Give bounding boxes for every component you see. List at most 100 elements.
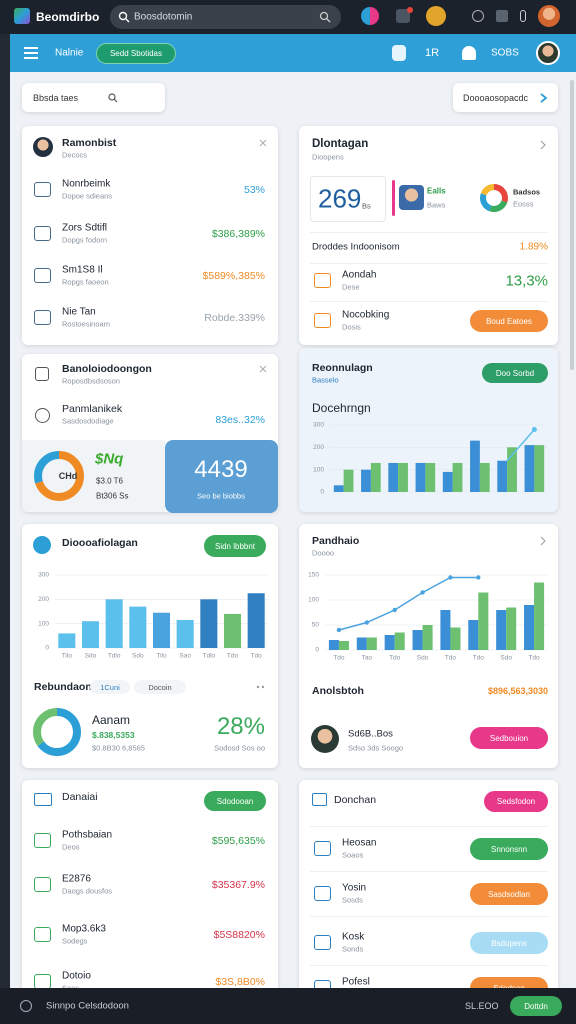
row-button[interactable]: Bsdopens [470, 932, 548, 954]
perf-avatar [311, 725, 339, 753]
bar [366, 637, 377, 650]
chevron[interactable] [540, 536, 546, 546]
row-title: Nie Tan [62, 306, 96, 318]
filter-search-icon [108, 93, 118, 103]
donut-sub: Eosss [513, 199, 534, 209]
coin-icon[interactable] [426, 6, 446, 26]
total-value: $896,563,3030 [487, 686, 548, 696]
filter-box[interactable] [22, 83, 165, 112]
app-icon[interactable] [361, 7, 379, 25]
scrollbar[interactable] [570, 80, 574, 370]
chevron[interactable] [540, 140, 546, 150]
bar [152, 612, 171, 648]
nav-user: SOBS [491, 47, 519, 59]
bar [534, 445, 545, 492]
activity-percent: 28% [216, 713, 265, 740]
search-icon [118, 11, 130, 23]
row-button[interactable]: Sasdsodlan [470, 883, 548, 905]
user-icon[interactable] [462, 46, 476, 60]
balance-donut [34, 451, 84, 501]
donut-segment [34, 451, 84, 501]
action-button[interactable] [453, 83, 558, 112]
bar [58, 633, 76, 648]
x-tick-label: Tdlo [203, 653, 216, 660]
bar [105, 599, 123, 648]
x-tick-label: Tdlo [108, 653, 121, 660]
x-tick-label: Sdo [500, 655, 512, 662]
row-icon [34, 974, 51, 989]
action-text: Doooaosopacdc [463, 93, 529, 103]
lock-icon[interactable] [392, 45, 406, 61]
perf-button[interactable]: Sedbouion [470, 727, 548, 749]
notify-icon[interactable] [396, 9, 410, 23]
overview-title: Ramonbist [62, 137, 117, 149]
nav-pill[interactable]: Sedd Sbotidas [96, 43, 176, 64]
row-sub: Dopgs fodorn [62, 235, 108, 245]
row-title: Sm1S8 Il [62, 264, 103, 276]
nav-avatar[interactable] [536, 41, 560, 65]
apps-icon[interactable] [496, 10, 508, 22]
donut-segment [33, 708, 81, 756]
logo [14, 8, 30, 24]
activity-button[interactable]: Sidn lbbbnt [204, 535, 266, 557]
bar [534, 582, 545, 650]
metric-title: Droddes Indoonisom [312, 241, 400, 253]
profile-avatar[interactable] [538, 5, 560, 27]
row-button[interactable]: Boud Eatoes [470, 310, 548, 332]
bar [450, 627, 461, 650]
row-icon [34, 877, 51, 892]
x-tick-label: Tdo [333, 655, 345, 662]
summary-card [299, 126, 558, 345]
trend-title: Reonnulagn [312, 362, 373, 374]
nav-title: Nalnie [55, 47, 84, 59]
bar [247, 593, 265, 648]
divider [310, 871, 548, 872]
y-tick-label: 0 [315, 647, 319, 654]
menu-icon[interactable] [24, 47, 38, 59]
footer-bar [0, 988, 576, 1024]
footer-amount: SL.EOO [465, 1001, 499, 1011]
more-icon[interactable] [256, 685, 266, 689]
balance-tile[interactable] [165, 440, 278, 513]
actions-title: Donchan [334, 794, 377, 806]
trend-button[interactable]: Doo Sorbd [482, 363, 548, 383]
x-tick-label: Tdo [227, 653, 239, 660]
bar [200, 599, 218, 648]
row-icon [34, 310, 51, 325]
row-button[interactable]: Snnonsnn [470, 838, 548, 860]
bar [223, 613, 242, 648]
search-box[interactable] [110, 5, 341, 29]
actions-button[interactable]: Sedsfodon [484, 791, 548, 812]
y-tick-label: 100 [313, 466, 324, 473]
bar [425, 462, 436, 492]
info-icon[interactable] [520, 10, 526, 22]
x-tick-label: Tdo [473, 655, 485, 662]
settings-icon[interactable] [472, 10, 484, 22]
y-tick-label: 200 [38, 596, 49, 603]
balance-title: Banoloiodoongon [62, 363, 152, 375]
close-icon[interactable] [259, 365, 267, 373]
bar [412, 630, 423, 650]
search-tool[interactable] [318, 10, 332, 24]
activity-name: Aanam [92, 713, 131, 727]
y-tick-label: 200 [313, 444, 324, 451]
footer-button[interactable]: Dottdn [510, 996, 562, 1016]
donut-segment [480, 184, 508, 212]
search-text: Boosdotomin [134, 11, 193, 23]
row-value: $595,635% [211, 835, 265, 847]
close-icon[interactable] [259, 139, 267, 147]
bar [370, 462, 381, 492]
activity-amount: $.838,5353 [92, 730, 135, 740]
tag[interactable]: Docoin [134, 680, 186, 694]
row-value: $386,389% [211, 228, 265, 240]
divider [310, 301, 548, 302]
bar [398, 462, 408, 492]
row-icon [314, 273, 331, 288]
tag[interactable]: 1Cuni [90, 680, 130, 694]
y-tick-label: 300 [313, 422, 324, 429]
x-tick-label: Sdo [417, 655, 429, 662]
balance-line: Bt306 Ss [96, 491, 129, 501]
row-sub: Sodegs [62, 936, 88, 946]
ledger-button[interactable]: Sdodooan [204, 791, 266, 811]
x-tick-label: Sdo [85, 653, 97, 660]
